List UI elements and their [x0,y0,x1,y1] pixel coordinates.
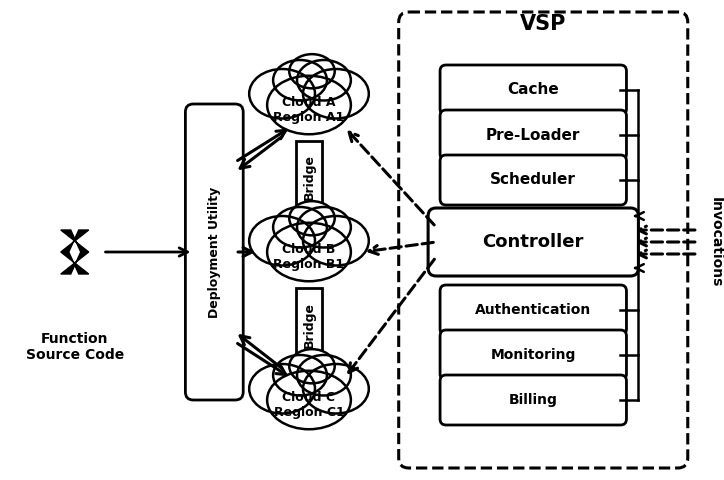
Text: Billing: Billing [509,393,557,407]
Text: Scheduler: Scheduler [490,172,576,188]
Text: Pre-Loader: Pre-Loader [486,128,581,143]
Text: Monitoring: Monitoring [491,348,576,362]
Text: Controller: Controller [483,233,584,251]
Ellipse shape [267,223,351,281]
Text: Cloud B
Region B1: Cloud B Region B1 [274,243,345,271]
Text: Authentication: Authentication [475,303,592,317]
Ellipse shape [273,60,327,100]
Ellipse shape [303,364,369,413]
Bar [296,141,322,214]
FancyBboxPatch shape [399,12,688,468]
FancyBboxPatch shape [440,155,626,205]
Polygon shape [61,230,89,274]
Ellipse shape [297,60,351,100]
Ellipse shape [303,216,369,265]
FancyBboxPatch shape [440,65,626,115]
FancyBboxPatch shape [428,208,639,276]
Text: Bridge: Bridge [303,302,316,348]
FancyBboxPatch shape [185,104,243,400]
Text: VSP: VSP [520,14,566,34]
FancyBboxPatch shape [440,330,626,380]
Ellipse shape [249,69,315,119]
Text: Function
Source Code: Function Source Code [25,332,124,362]
Polygon shape [61,230,89,274]
Text: Deployment Utility: Deployment Utility [208,186,221,318]
Ellipse shape [267,76,351,134]
Ellipse shape [273,207,327,248]
Ellipse shape [249,364,315,413]
Ellipse shape [303,69,369,119]
FancyBboxPatch shape [440,375,626,425]
Ellipse shape [290,201,334,235]
Ellipse shape [273,355,327,396]
FancyBboxPatch shape [440,110,626,160]
Ellipse shape [290,349,334,384]
Text: Cloud A
Region A1: Cloud A Region A1 [274,96,345,124]
Ellipse shape [290,54,334,88]
Text: Cache: Cache [508,83,559,97]
Ellipse shape [267,371,351,429]
Text: Cloud C
Region C1: Cloud C Region C1 [274,391,345,419]
Bar [296,288,322,362]
Ellipse shape [297,207,351,248]
Ellipse shape [249,216,315,265]
Text: Invocations: Invocations [709,197,723,287]
Text: Bridge: Bridge [303,155,316,200]
FancyBboxPatch shape [440,285,626,335]
Ellipse shape [297,355,351,396]
